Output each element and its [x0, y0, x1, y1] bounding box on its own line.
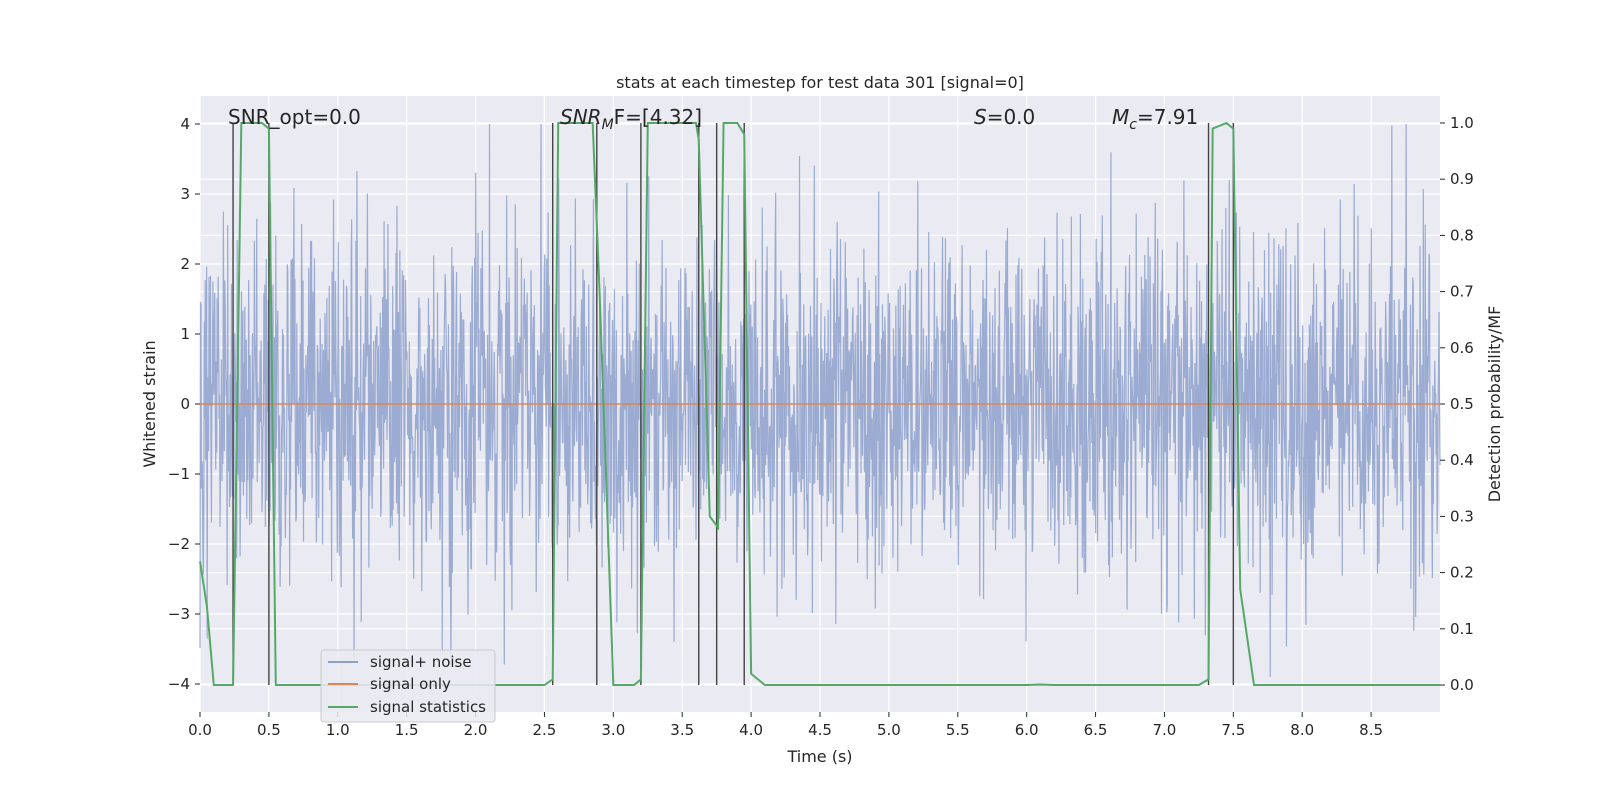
legend-label-noise: signal+ noise	[370, 653, 472, 671]
y2-tick-label: 0.1	[1450, 620, 1474, 638]
x-tick-label: 3.0	[601, 721, 625, 739]
x-tick-label: 6.5	[1084, 721, 1108, 739]
y-tick-label: 1	[180, 325, 190, 343]
y-axis-label: Whitened strain	[140, 340, 159, 467]
legend-label-signal-only: signal only	[370, 675, 451, 693]
y2-tick-label: 1.0	[1450, 114, 1474, 132]
x-tick-label: 2.0	[464, 721, 488, 739]
y-tick-label: −3	[168, 605, 190, 623]
y2-tick-label: 0.6	[1450, 339, 1474, 357]
y-tick-label: 0	[180, 395, 190, 413]
annotation-snr-mf: SNRMF=[4.32]	[560, 105, 702, 133]
x-tick-label: 5.0	[877, 721, 901, 739]
annotation-mc: Mc=7.91	[1112, 105, 1198, 133]
y-tick-label: 3	[180, 185, 190, 203]
x-tick-label: 4.0	[739, 721, 763, 739]
y2-tick-label: 0.8	[1450, 226, 1474, 244]
legend-label-statistics: signal statistics	[370, 698, 486, 716]
y-tick-label: −1	[168, 465, 190, 483]
y-tick-label: −2	[168, 535, 190, 553]
x-tick-label: 7.0	[1153, 721, 1177, 739]
annotation-s: S=0.0	[974, 105, 1035, 129]
y2-tick-label: 0.4	[1450, 451, 1474, 469]
y-axis-ticks: 4 3 2 1 0 −1 −2 −3 −4	[168, 115, 200, 693]
y2-axis-ticks: 1.0 0.9 0.8 0.7 0.6 0.5 0.4 0.3 0.2 0.1 0.0	[1440, 114, 1474, 694]
y2-tick-label: 0.0	[1450, 676, 1474, 694]
chart-title: stats at each timestep for test data 301…	[616, 73, 1024, 92]
y2-axis-label: Detection probability/MF	[1485, 306, 1504, 503]
x-tick-label: 1.5	[395, 721, 419, 739]
y2-tick-label: 0.5	[1450, 395, 1474, 413]
y2-tick-label: 0.2	[1450, 564, 1474, 582]
x-tick-label: 4.5	[808, 721, 832, 739]
y2-tick-label: 0.3	[1450, 507, 1474, 525]
y2-tick-label: 0.9	[1450, 170, 1474, 188]
x-tick-label: 5.5	[946, 721, 970, 739]
legend: signal+ noise signal only signal statist…	[320, 649, 496, 723]
x-tick-label: 1.0	[326, 721, 350, 739]
y2-tick-label: 0.7	[1450, 283, 1474, 301]
x-tick-label: 7.5	[1221, 721, 1245, 739]
signal-statistics-series	[199, 121, 1440, 687]
legend-box	[320, 649, 496, 723]
x-axis-ticks: 0.0 0.5 1.0 1.5 2.0 2.5 3.0 3.5 4.0 4.5 5.0 5.5 6.0 6…	[188, 712, 1383, 739]
x-tick-label: 8.5	[1359, 721, 1383, 739]
x-axis-label: Time (s)	[786, 747, 852, 766]
x-tick-label: 3.5	[670, 721, 694, 739]
x-tick-label: 0.0	[188, 721, 212, 739]
x-tick-label: 6.0	[1015, 721, 1039, 739]
y-tick-label: 4	[180, 115, 190, 133]
y-tick-label: 2	[180, 255, 190, 273]
x-tick-label: 0.5	[257, 721, 281, 739]
x-tick-label: 8.0	[1290, 721, 1314, 739]
y-tick-label: −4	[168, 675, 190, 693]
annotation-snr-opt: SNR_opt=0.0	[228, 105, 361, 129]
x-tick-label: 2.5	[533, 721, 557, 739]
